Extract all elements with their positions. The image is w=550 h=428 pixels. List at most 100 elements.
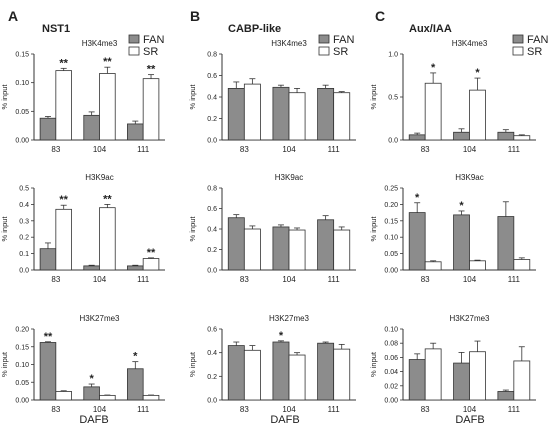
y-tick-label: 0.2 xyxy=(207,247,217,254)
bar-fan-111 xyxy=(127,123,144,141)
y-tick-label: 0.08 xyxy=(384,341,398,348)
bar-sr-111 xyxy=(142,258,160,271)
y-tick-label: 0.15 xyxy=(15,52,29,59)
plot-a-h3k27me3: H3K27me3 0.00 0.05 0.10 0.15 0.20 % input 83 104… xyxy=(0,314,165,414)
gene-title-cabp-like: CABP-like xyxy=(228,23,281,35)
x-tick-label: 104 xyxy=(93,405,107,414)
y-tick-label: 0.10 xyxy=(384,327,398,334)
x-tick-label: 83 xyxy=(51,145,60,154)
plot-b-h3k27me3: H3K27me3 0.0 0.2 0.4 0.6 % input 83 104 111 * xyxy=(188,314,356,414)
y-tick-label: 0.4 xyxy=(207,227,217,234)
legend-label-fan: FAN xyxy=(143,34,164,46)
y-tick-label: 0.3 xyxy=(19,218,29,225)
legend-c: FAN SR xyxy=(512,34,548,58)
y-tick-label: 0.05 xyxy=(15,109,29,116)
plot-title: H3K9ac xyxy=(85,173,113,182)
bar-sr-104 xyxy=(99,394,116,401)
gene-title-nst1: NST1 xyxy=(42,23,70,35)
x-tick-label: 83 xyxy=(51,405,60,414)
y-tick-label: 0.5 xyxy=(19,186,29,193)
x-tick-label: 104 xyxy=(463,275,477,284)
bar-fan-83 xyxy=(408,134,426,141)
bar-sr-83 xyxy=(424,261,442,271)
y-axis-label: % input xyxy=(188,351,197,377)
y-tick-label: 0.1 xyxy=(19,251,29,258)
y-tick-label: 0.05 xyxy=(384,251,398,258)
legend-a: FAN SR xyxy=(128,34,164,58)
y-tick-label: 0.04 xyxy=(384,369,398,376)
plot-c-h3k27me3: H3K27me3 0.00 0.02 0.04 0.06 0.08 0.10 % input 8… xyxy=(369,314,536,414)
y-tick-label: 0.20 xyxy=(384,202,398,209)
y-tick-label: 0.4 xyxy=(19,202,29,209)
bar-fan-111 xyxy=(317,88,335,141)
bar-sr-83 xyxy=(55,208,72,271)
significance-marker: * xyxy=(475,67,480,79)
y-tick-label: 0.6 xyxy=(207,206,217,213)
y-axis-label: % input xyxy=(0,84,9,110)
y-tick-label: 0.00 xyxy=(15,138,29,145)
plot-title: H3K27me3 xyxy=(269,314,310,323)
legend-label-fan: FAN xyxy=(333,34,354,46)
plot-title: H3K4me3 xyxy=(452,39,488,48)
legend-swatch-fan xyxy=(318,34,330,44)
y-tick-label: 0.00 xyxy=(384,268,398,275)
x-tick-label: 104 xyxy=(93,275,107,284)
significance-marker: * xyxy=(89,373,94,385)
x-tick-label: 83 xyxy=(240,275,249,284)
bar-fan-104 xyxy=(272,86,290,141)
bar-sr-104 xyxy=(288,229,306,271)
x-tick-label: 104 xyxy=(282,275,296,284)
y-tick-label: 0.10 xyxy=(384,235,398,242)
bar-fan-83 xyxy=(39,117,57,141)
bar-sr-104 xyxy=(469,351,486,401)
x-tick-label: 111 xyxy=(328,405,341,414)
legend-label-fan: FAN xyxy=(527,34,548,46)
plot-b-h3k4me3: H3K4me3 0.0 0.2 0.4 0.6 0.8 % input 83 104 111 xyxy=(188,39,356,154)
y-tick-label: 0.0 xyxy=(207,138,217,145)
bar-sr-111 xyxy=(333,229,351,271)
y-tick-label: 0.4 xyxy=(207,350,217,357)
bar-fan-111 xyxy=(127,368,144,401)
y-tick-label: 0.05 xyxy=(15,380,29,387)
significance-marker: ** xyxy=(59,57,68,69)
plot-title: H3K9ac xyxy=(275,173,303,182)
plot-c-h3k9ac: H3K9ac 0.00 0.05 0.10 0.15 0.20 0.25 % input 83 1… xyxy=(369,173,536,284)
y-tick-label: 0.4 xyxy=(207,95,217,102)
x-tick-label: 111 xyxy=(508,405,521,414)
bar-fan-111 xyxy=(497,131,515,141)
bar-sr-104 xyxy=(99,207,116,271)
significance-marker: * xyxy=(133,351,138,363)
x-tick-label: 111 xyxy=(328,145,341,154)
bar-fan-104 xyxy=(453,214,470,271)
panel-letter-a: A xyxy=(8,8,18,24)
bar-sr-111 xyxy=(513,360,531,401)
significance-marker: * xyxy=(279,330,284,342)
legend-b: FAN SR xyxy=(318,34,354,58)
y-tick-label: 0.5 xyxy=(388,95,398,102)
panel-letter-b: B xyxy=(190,8,200,24)
significance-marker: ** xyxy=(147,247,156,259)
x-tick-label: 111 xyxy=(137,275,150,284)
y-axis-label: % input xyxy=(369,351,378,377)
plot-b-h3k9ac: H3K9ac 0.0 0.2 0.4 0.6 0.8 % input 83 104 111 xyxy=(188,173,356,284)
y-axis-label: % input xyxy=(0,216,9,242)
y-tick-label: 0.0 xyxy=(388,138,398,145)
x-tick-label: 104 xyxy=(282,145,296,154)
x-axis-label-a: DAFB xyxy=(79,414,108,426)
x-tick-label: 104 xyxy=(463,145,477,154)
x-tick-label: 104 xyxy=(93,145,107,154)
y-tick-label: 0.10 xyxy=(15,362,29,369)
y-tick-label: 0.2 xyxy=(207,374,217,381)
bar-fan-83 xyxy=(39,342,57,401)
bar-sr-111 xyxy=(333,348,351,401)
significance-marker: * xyxy=(415,192,420,204)
bar-fan-83 xyxy=(39,248,57,271)
bar-sr-104 xyxy=(469,260,486,271)
bar-sr-104 xyxy=(99,73,116,141)
legend-swatch-fan xyxy=(128,34,140,44)
plot-a-h3k9ac: H3K9ac 0.0 0.1 0.2 0.3 0.4 0.5 % input 83 104 111 *… xyxy=(0,173,165,284)
plot-c-h3k4me3: H3K4me3 0.0 0.5 1.0 % input 83 104 111 * * xyxy=(369,39,536,154)
x-tick-label: 111 xyxy=(137,405,150,414)
y-tick-label: 0.20 xyxy=(15,327,29,334)
